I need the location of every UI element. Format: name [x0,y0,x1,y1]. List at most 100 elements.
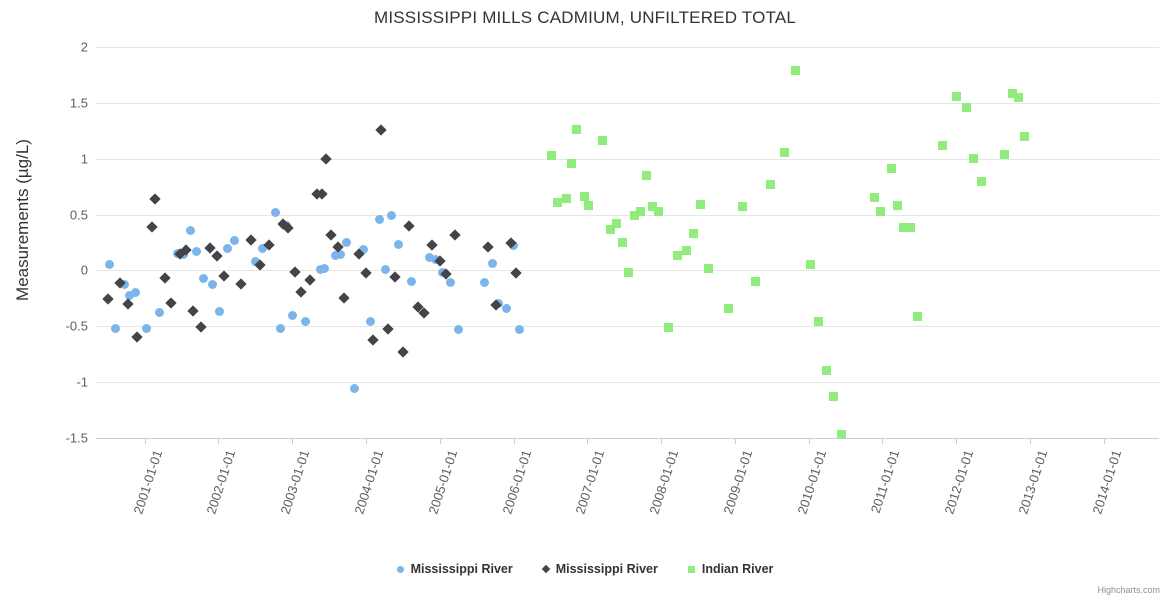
data-point[interactable] [316,188,328,201]
data-point[interactable] [553,197,563,207]
data-point[interactable] [211,250,223,262]
data-point[interactable] [724,303,734,313]
data-point[interactable] [375,123,387,136]
data-point[interactable] [562,194,572,204]
data-point[interactable] [374,214,384,224]
data-point[interactable] [380,264,390,274]
data-point[interactable] [976,176,986,186]
data-point[interactable] [821,366,831,376]
data-point[interactable] [349,384,359,394]
data-point[interactable] [488,259,498,269]
data-point[interactable] [352,247,365,260]
data-point[interactable] [203,242,216,254]
data-point[interactable] [324,229,337,241]
data-point[interactable] [805,260,815,270]
data-point[interactable] [663,322,673,332]
data-point[interactable] [780,147,790,157]
data-point[interactable] [672,251,682,261]
data-point[interactable] [254,259,266,271]
data-point[interactable] [234,278,247,290]
data-point[interactable] [407,277,417,287]
data-point[interactable] [606,224,616,234]
data-point[interactable] [289,265,301,278]
data-point[interactable] [647,202,657,212]
data-point[interactable] [218,270,231,282]
data-point[interactable] [509,241,519,251]
data-point[interactable] [898,223,908,233]
data-point[interactable] [301,317,310,327]
legend-item[interactable]: Mississippi River [541,562,658,576]
data-point[interactable] [146,221,158,233]
data-point[interactable] [304,274,316,287]
data-point[interactable] [689,229,699,239]
data-point[interactable] [125,290,135,300]
data-point[interactable] [403,220,415,232]
data-point[interactable] [501,303,511,313]
data-point[interactable] [191,246,201,256]
data-point[interactable] [113,277,126,289]
data-point[interactable] [365,317,375,327]
data-point[interactable] [597,136,607,146]
data-point[interactable] [630,211,639,221]
data-point[interactable] [411,301,424,313]
data-point[interactable] [330,251,340,261]
data-point[interactable] [195,321,207,334]
data-point[interactable] [281,221,291,231]
data-point[interactable] [215,307,225,317]
data-point[interactable] [434,255,446,268]
data-point[interactable] [315,264,325,274]
data-point[interactable] [187,304,200,317]
data-point[interactable] [154,308,164,318]
data-point[interactable] [417,307,430,319]
data-point[interactable] [342,238,352,247]
legend-item[interactable]: Mississippi River [396,562,513,576]
data-point[interactable] [295,285,307,298]
data-point[interactable] [389,271,402,283]
data-point[interactable] [397,346,409,358]
data-point[interactable] [737,202,747,212]
data-point[interactable] [618,238,628,247]
data-point[interactable] [510,266,523,279]
data-point[interactable] [426,239,439,251]
data-point[interactable] [282,222,294,234]
data-point[interactable] [641,170,651,180]
data-point[interactable] [829,392,839,402]
data-point[interactable] [367,334,380,346]
data-point[interactable] [494,299,504,309]
data-point[interactable] [131,331,143,344]
data-point[interactable] [173,249,183,259]
data-point[interactable] [159,272,171,284]
data-point[interactable] [1000,149,1010,159]
data-point[interactable] [814,317,824,327]
data-point[interactable] [178,250,188,260]
data-point[interactable] [360,266,372,279]
data-point[interactable] [386,211,396,221]
legend-item[interactable]: Indian River [687,562,773,576]
data-point[interactable] [122,298,135,310]
data-point[interactable] [382,322,394,335]
data-point[interactable] [199,273,209,283]
data-point[interactable] [245,234,257,246]
data-point[interactable] [102,293,114,306]
data-point[interactable] [358,244,368,254]
data-point[interactable] [696,200,706,210]
data-point[interactable] [750,277,760,287]
data-point[interactable] [1007,89,1017,99]
data-point[interactable] [566,158,576,168]
data-point[interactable] [790,65,800,75]
data-point[interactable] [119,280,129,290]
data-point[interactable] [230,235,240,245]
data-point[interactable] [165,297,177,309]
data-point[interactable] [612,219,622,228]
data-point[interactable] [765,179,775,189]
data-point[interactable] [479,278,489,288]
data-point[interactable] [905,223,915,233]
data-point[interactable] [208,280,218,290]
data-point[interactable] [424,252,434,262]
data-point[interactable] [131,288,141,298]
data-point[interactable] [1013,92,1023,102]
data-point[interactable] [490,299,502,311]
data-point[interactable] [277,217,290,230]
data-point[interactable] [504,236,517,249]
data-point[interactable] [104,260,114,270]
